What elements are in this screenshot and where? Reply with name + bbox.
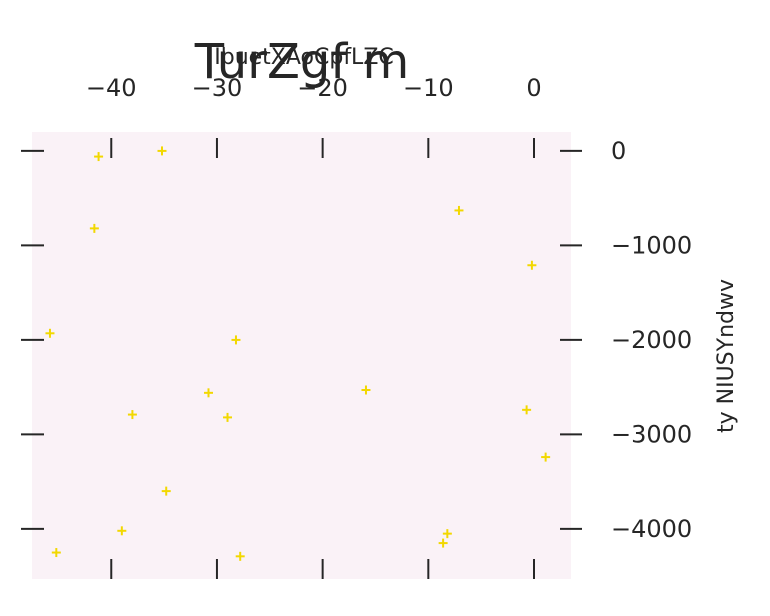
data-point [235,551,245,561]
data-point [161,486,171,496]
axis-ticks: −40 −30 −20 −10 00−1000−2000−3000−4000 [21,74,692,579]
data-point [231,335,241,345]
data-point [527,260,537,270]
x-tick-label: −30 [192,74,243,102]
y-tick-label: −2000 [611,326,692,354]
data-point [94,152,104,162]
x-axis-label: IbuetXAoCpfLZC [214,45,394,70]
y-axis-label: ty NIUSYndwv [714,279,739,433]
data-point [117,526,127,536]
data-point [223,412,233,422]
data-point [157,146,167,156]
x-tick-label: −40 [86,74,137,102]
chart-title: TurZgf m [194,34,409,90]
data-point [89,223,99,233]
data-point [203,388,213,398]
data-point [127,410,137,420]
y-tick-label: −3000 [611,420,692,448]
data-point [541,452,551,462]
plot-area [32,132,571,579]
data-point [442,529,452,539]
data-point [45,328,55,338]
y-tick-label: −1000 [611,231,692,259]
data-point [51,548,61,558]
y-tick-label: 0 [611,137,626,165]
data-point [438,538,448,548]
data-point [454,205,464,215]
data-points [45,146,551,561]
x-tick-label: −10 [403,74,454,102]
y-tick-label: −4000 [611,515,692,543]
data-point [361,385,371,395]
data-point [522,405,532,415]
x-tick-label: −20 [297,74,348,102]
x-tick-label: 0 [526,74,541,102]
